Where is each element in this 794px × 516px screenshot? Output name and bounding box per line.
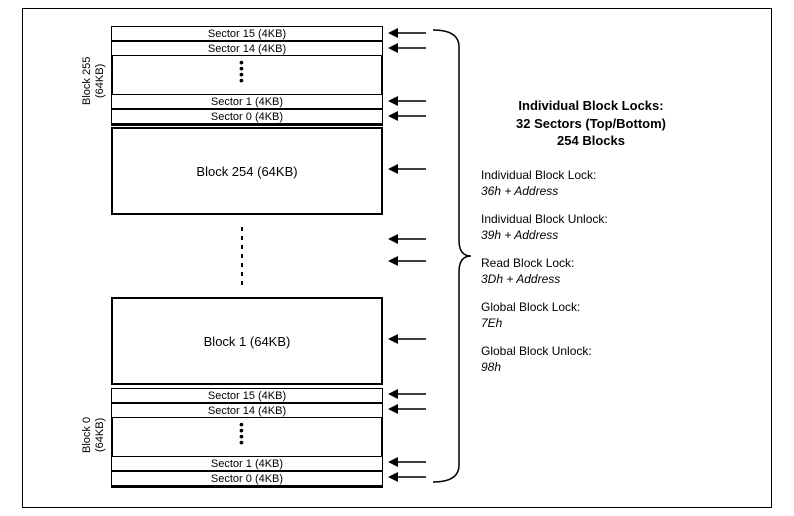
block-vertical-label-0: Block 255(64KB) [81, 33, 107, 128]
block-0-sector-0: Sector 15 (4KB) [111, 388, 383, 403]
arrow-4 [388, 164, 426, 174]
lock-item-4: Global Block Unlock: 98h [481, 343, 592, 375]
lock-item-title-3: Global Block Lock: [481, 299, 580, 315]
block-0-ellipsis: •••• [239, 421, 246, 445]
arrow-2 [388, 96, 426, 106]
lock-item-cmd-2: 3Dh + Address [481, 271, 574, 287]
block-0-sector-1: Sector 14 (4KB) [111, 403, 383, 418]
arrow-8 [388, 389, 426, 399]
lock-item-title-2: Read Block Lock: [481, 255, 574, 271]
lock-item-1: Individual Block Unlock: 39h + Address [481, 211, 608, 243]
block-255-sector-3: Sector 0 (4KB) [111, 109, 383, 124]
diagram-canvas: Block 255(64KB) Block 0(64KB) Sector 15 (4… [23, 9, 771, 507]
big-block-1: Block 1 (64KB) [111, 297, 383, 385]
block-0-sector-2: Sector 1 (4KB) [111, 456, 383, 471]
arrow-3 [388, 111, 426, 121]
lock-item-cmd-4: 98h [481, 359, 592, 375]
lock-item-cmd-3: 7Eh [481, 315, 580, 331]
block-0-sector-3: Sector 0 (4KB) [111, 471, 383, 486]
block-255-sector-0: Sector 15 (4KB) [111, 26, 383, 41]
arrow-9 [388, 404, 426, 414]
lock-item-cmd-1: 39h + Address [481, 227, 608, 243]
lock-item-0: Individual Block Lock: 36h + Address [481, 167, 596, 199]
block-255-sector-2: Sector 1 (4KB) [111, 94, 383, 109]
arrow-10 [388, 457, 426, 467]
lock-item-title-4: Global Block Unlock: [481, 343, 592, 359]
lock-item-2: Read Block Lock: 3Dh + Address [481, 255, 574, 287]
locks-header: Individual Block Locks:32 Sectors (Top/B… [481, 97, 701, 150]
arrow-5 [388, 234, 426, 244]
arrow-0 [388, 28, 426, 38]
brace-icon [433, 29, 471, 488]
arrow-7 [388, 334, 426, 344]
lock-item-title-0: Individual Block Lock: [481, 167, 596, 183]
lock-item-3: Global Block Lock: 7Eh [481, 299, 580, 331]
block-vertical-label-1: Block 0(64KB) [81, 387, 107, 482]
middle-ellipsis [241, 227, 243, 287]
block-255-sector-1: Sector 14 (4KB) [111, 41, 383, 56]
arrow-1 [388, 43, 426, 53]
lock-item-title-1: Individual Block Unlock: [481, 211, 608, 227]
arrow-6 [388, 256, 426, 266]
block-255-ellipsis: •••• [239, 59, 246, 83]
arrow-11 [388, 472, 426, 482]
big-block-0: Block 254 (64KB) [111, 127, 383, 215]
lock-item-cmd-0: 36h + Address [481, 183, 596, 199]
diagram-frame: Block 255(64KB) Block 0(64KB) Sector 15 (4… [22, 8, 772, 508]
